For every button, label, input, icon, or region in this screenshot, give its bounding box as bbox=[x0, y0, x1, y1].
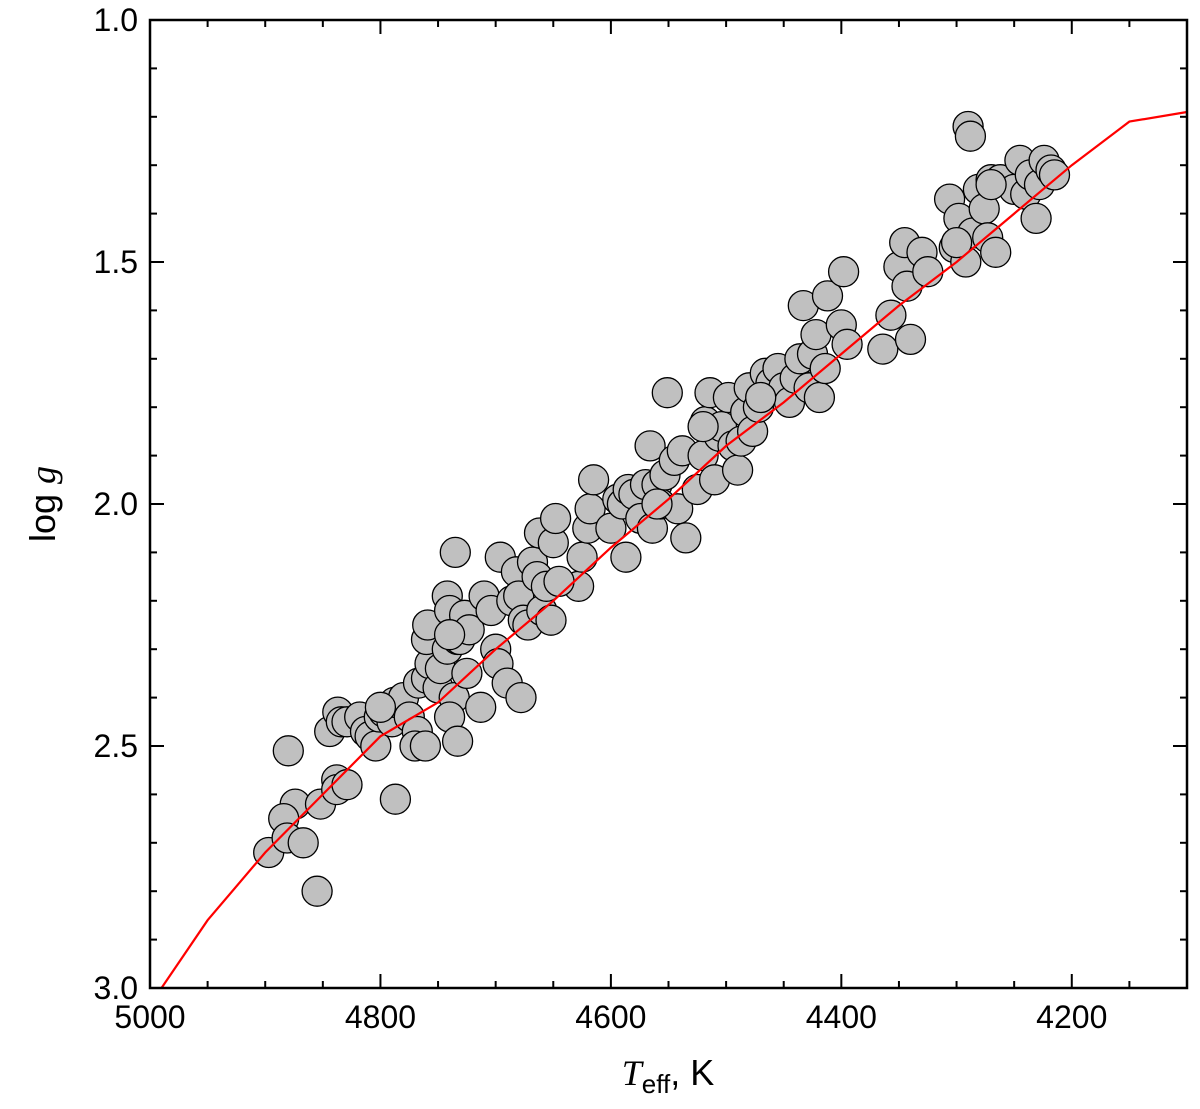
data-point bbox=[827, 256, 860, 288]
y-tick-label: 1.0 bbox=[94, 2, 138, 38]
data-point bbox=[1038, 159, 1071, 191]
data-point bbox=[912, 256, 944, 288]
x-tick-label: 4400 bbox=[806, 999, 877, 1035]
data-point bbox=[331, 769, 363, 801]
y-axis-label: log g bbox=[22, 466, 63, 542]
x-axis-label: Teff, K bbox=[622, 1052, 714, 1099]
fit-line bbox=[160, 110, 1188, 989]
data-point bbox=[803, 381, 836, 414]
y-tick-label: 2.5 bbox=[94, 728, 138, 764]
data-point bbox=[641, 488, 673, 520]
x-tick-label: 4800 bbox=[345, 999, 416, 1035]
data-point bbox=[543, 565, 575, 598]
x-tick-label: 5000 bbox=[114, 999, 185, 1035]
data-point bbox=[651, 377, 683, 409]
data-point bbox=[409, 730, 442, 762]
data-point bbox=[539, 502, 572, 535]
data-point bbox=[940, 226, 973, 259]
data-point bbox=[954, 120, 987, 152]
axis-ticks: 5000 4800 4600 4400 4200 1.0 1.5 2.0 2.5 3.0 bbox=[94, 2, 1187, 1035]
data-point bbox=[441, 725, 474, 757]
data-point bbox=[451, 657, 483, 690]
data-point bbox=[433, 619, 466, 651]
data-point bbox=[670, 522, 702, 554]
data-point bbox=[505, 681, 537, 714]
data-point bbox=[975, 168, 1007, 201]
data-point bbox=[811, 280, 844, 312]
data-point bbox=[894, 323, 927, 356]
data-point bbox=[687, 410, 719, 443]
data-point bbox=[1020, 202, 1052, 235]
y-tick-label: 1.5 bbox=[94, 244, 138, 280]
data-point bbox=[287, 827, 319, 859]
data-point bbox=[465, 691, 497, 723]
data-point bbox=[566, 541, 598, 573]
data-point bbox=[364, 691, 397, 723]
data-point bbox=[577, 464, 610, 496]
data-point bbox=[379, 783, 412, 815]
data-point bbox=[721, 454, 754, 486]
data-point bbox=[535, 604, 567, 636]
x-tick-label: 4200 bbox=[1036, 999, 1107, 1035]
y-tick-label: 3.0 bbox=[94, 970, 138, 1006]
data-point bbox=[745, 381, 777, 414]
fit-line-layer bbox=[160, 110, 1188, 989]
data-points bbox=[253, 110, 1071, 907]
data-point bbox=[634, 430, 666, 462]
data-point bbox=[875, 299, 907, 331]
x-tick-label: 4600 bbox=[575, 999, 646, 1035]
y-tick-label: 2.0 bbox=[94, 486, 138, 522]
data-point bbox=[867, 333, 899, 365]
data-point bbox=[301, 875, 333, 907]
data-point bbox=[831, 328, 863, 360]
data-point bbox=[272, 735, 304, 767]
data-point bbox=[980, 236, 1012, 268]
data-point bbox=[439, 536, 471, 569]
data-point bbox=[610, 541, 642, 573]
